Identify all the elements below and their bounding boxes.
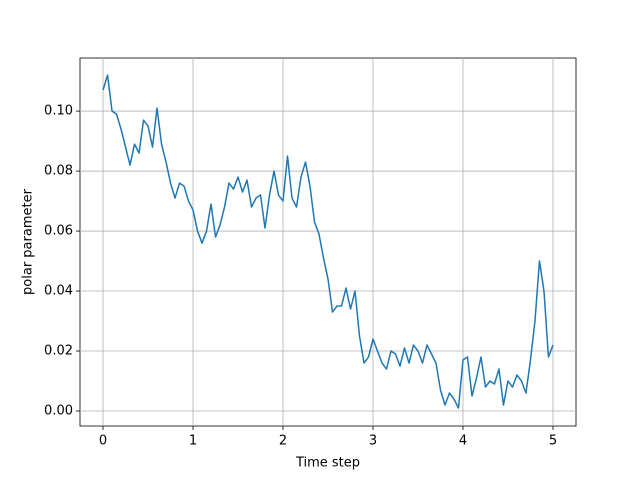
x-tick-label: 3 [369,434,377,449]
plot-frame [79,57,577,427]
x-tick-label: 0 [99,434,107,449]
y-tick-label: 0.02 [44,344,73,359]
x-tick-label: 4 [459,434,467,449]
x-tick-label: 1 [189,434,197,449]
data-line [102,74,554,409]
x-tick-label: 2 [279,434,287,449]
x-tick-label: 5 [549,434,557,449]
x-axis-label: Time step [295,456,360,471]
y-tick-label: 0.08 [44,164,73,179]
y-axis-label: polar parameter [21,188,36,295]
y-tick-label: 0.06 [44,224,73,239]
y-tick-label: 0.04 [44,284,73,299]
y-tick-label: 0.10 [44,104,73,119]
y-tick-label: 0.00 [44,404,73,419]
